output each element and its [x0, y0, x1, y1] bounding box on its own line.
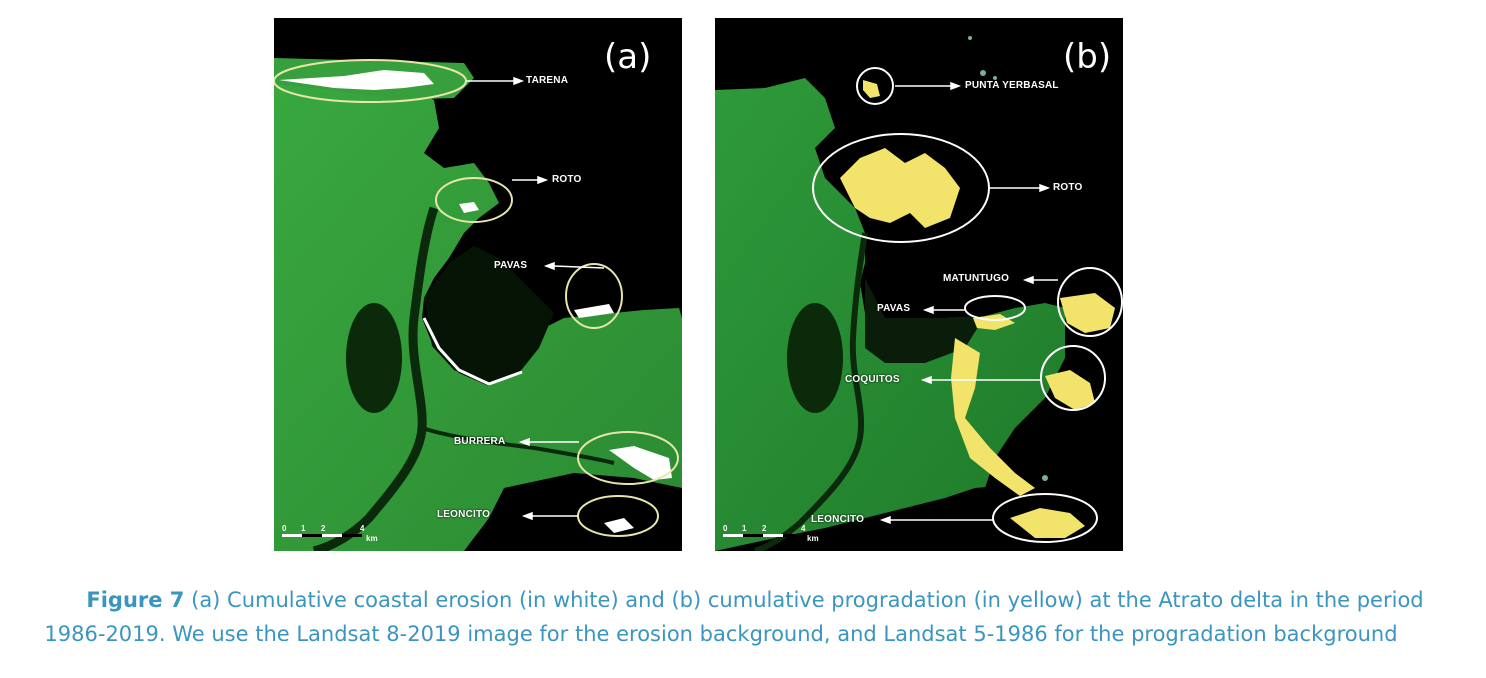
label-leoncito: LEONCITO — [437, 509, 491, 520]
scale-bar — [282, 534, 362, 537]
erosion-map — [274, 58, 682, 551]
lagoon — [424, 246, 554, 384]
figure-caption-line-1: Figure 7 (a) Cumulative coastal erosion … — [12, 583, 1486, 617]
scale-tick-4: 4 — [360, 524, 365, 533]
scale-tick-0: 0 — [723, 524, 728, 533]
arrowhead-pavas — [922, 305, 934, 315]
ellipse-pavas — [565, 263, 623, 329]
prog-matuntugo — [1060, 293, 1115, 333]
panel-tag-b: (b) — [1063, 37, 1112, 77]
label-burrera: BURRERA — [454, 436, 506, 447]
label-matuntugo: MATUNTUGO — [943, 273, 1010, 284]
erosion-tarena — [279, 70, 434, 90]
inner-lake — [346, 303, 402, 413]
arrowhead-leoncito — [521, 511, 533, 521]
atrato-river — [312, 206, 439, 551]
south-sea — [464, 473, 682, 551]
caption-text-1: (a) Cumulative coastal erosion (in white… — [191, 588, 1424, 612]
ellipse-coquitos — [1040, 345, 1106, 411]
panel-tag-a: (a) — [604, 37, 652, 77]
cloud-speck — [980, 70, 986, 76]
erosion-leoncito — [604, 518, 634, 533]
erosion-burrera — [609, 446, 672, 480]
satellite-image-erosion: (a) TARENA ROTO PAVAS BURRERA LEONCITO 0… — [274, 18, 682, 551]
river-branch — [421, 426, 615, 465]
scale-bar — [723, 534, 803, 537]
caption-text-2: 1986-2019. We use the Landsat 8-2019 ima… — [44, 622, 1398, 646]
scale-unit: km — [807, 534, 819, 543]
progradation-patches — [840, 80, 1115, 538]
label-coquitos: COQUITOS — [845, 374, 900, 385]
ellipse-punta-yerbasal — [856, 67, 894, 105]
scale-tick-1: 1 — [301, 524, 306, 533]
label-tarena: TARENA — [526, 75, 569, 86]
inner-lake — [787, 303, 843, 413]
label-punta-yerbasal: PUNTA YERBASAL — [965, 80, 1059, 91]
arrowhead-matuntugo — [1022, 275, 1034, 285]
arrowhead-pavas — [543, 261, 555, 271]
scale-tick-1: 1 — [742, 524, 747, 533]
ellipse-pavas — [964, 295, 1026, 321]
label-roto: ROTO — [1053, 182, 1083, 193]
arrowhead-roto — [1039, 183, 1051, 193]
arrow-pavas — [553, 265, 605, 269]
arrowhead-burrera — [518, 437, 530, 447]
satellite-image-progradation: (b) PUNTA YERBASAL ROTO MATUNTUGO PAVAS … — [715, 18, 1123, 551]
arrowhead-tarena — [513, 76, 525, 86]
scale-tick-4: 4 — [801, 524, 806, 533]
cloud-speck — [993, 76, 997, 80]
ellipse-leoncito — [992, 493, 1098, 543]
label-pavas: PAVAS — [494, 260, 528, 271]
ellipse-roto — [435, 177, 513, 223]
land-mass — [274, 78, 682, 551]
label-roto: ROTO — [552, 174, 582, 185]
atrato-river — [753, 232, 868, 551]
arrowhead-leoncito — [879, 515, 891, 525]
scale-tick-2: 2 — [321, 524, 326, 533]
erosion-lagoon-edge — [422, 317, 523, 386]
progradation-map — [715, 36, 1123, 551]
scale-tick-0: 0 — [282, 524, 287, 533]
arrowhead-punta-yerbasal — [950, 81, 962, 91]
figure-label: Figure 7 — [86, 588, 185, 612]
prog-punta-yerbasal — [863, 80, 880, 98]
prog-coquitos — [1045, 370, 1095, 410]
figure-caption-line-2: 1986-2019. We use the Landsat 8-2019 ima… — [0, 617, 1464, 651]
ellipse-burrera — [577, 431, 679, 485]
prog-pavas — [973, 314, 1015, 330]
ellipse-matuntugo — [1057, 267, 1123, 337]
erosion-roto — [459, 202, 479, 213]
arrowhead-coquitos — [920, 375, 932, 385]
cloud-speck — [1042, 475, 1048, 481]
arrowhead-roto — [537, 175, 549, 185]
prog-leoncito — [1010, 508, 1085, 538]
cloud-speck — [968, 36, 972, 40]
label-leoncito: LEONCITO — [811, 514, 865, 525]
erosion-pavas — [574, 304, 614, 318]
prog-roto — [840, 148, 960, 228]
prog-east-fringe — [951, 338, 1035, 496]
land-mass — [715, 78, 1065, 551]
label-pavas: PAVAS — [877, 303, 911, 314]
scale-unit: km — [366, 534, 378, 543]
scale-tick-2: 2 — [762, 524, 767, 533]
